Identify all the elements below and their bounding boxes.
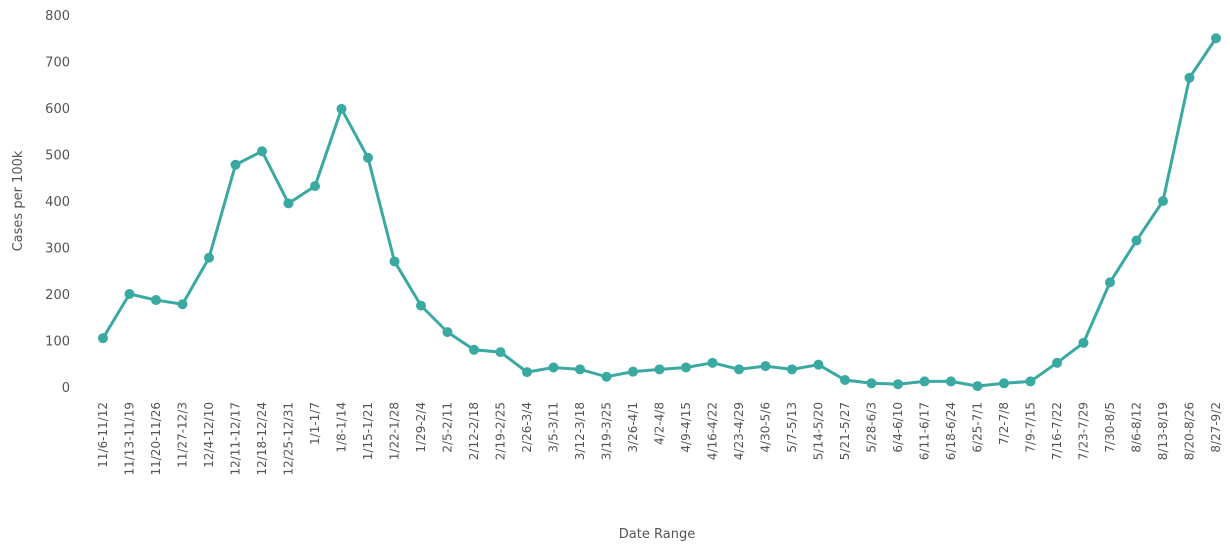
x-tick-label: 1/29-2/4 bbox=[414, 402, 428, 453]
x-tick-label: 2/26-3/4 bbox=[520, 402, 534, 453]
point bbox=[707, 357, 718, 368]
point bbox=[681, 362, 691, 373]
point bbox=[1184, 72, 1195, 83]
point bbox=[840, 375, 850, 386]
y-tick-label: 100 bbox=[45, 335, 70, 350]
x-tick-label: 7/9-7/15 bbox=[1024, 402, 1038, 453]
y-tick-label: 500 bbox=[45, 149, 70, 164]
point bbox=[124, 289, 135, 299]
x-tick-label: 5/28-6/3 bbox=[865, 402, 879, 453]
x-tick-label: 12/11-12/17 bbox=[229, 402, 243, 476]
point bbox=[999, 378, 1009, 389]
x-tick-label: 1/22-1/28 bbox=[388, 402, 402, 460]
point bbox=[336, 103, 347, 114]
point bbox=[416, 300, 426, 311]
point bbox=[628, 366, 638, 377]
x-tick-label: 3/5-3/11 bbox=[547, 402, 561, 453]
point bbox=[363, 152, 373, 163]
point bbox=[310, 181, 320, 192]
point bbox=[919, 376, 930, 387]
point bbox=[760, 361, 771, 372]
point bbox=[1105, 277, 1115, 288]
y-tick-label: 200 bbox=[45, 288, 70, 303]
x-tick-label: 7/2-7/8 bbox=[997, 402, 1011, 445]
x-tick-label: 1/8-1/14 bbox=[335, 402, 349, 453]
x-tick-label: 7/23-7/29 bbox=[1077, 402, 1091, 460]
y-tick-label: 600 bbox=[45, 102, 70, 117]
x-tick-label: 11/13-11/19 bbox=[123, 402, 137, 476]
line bbox=[101, 37, 1218, 388]
x-axis-title: Date Range bbox=[619, 527, 695, 542]
point bbox=[866, 378, 877, 389]
x-tick-label: 4/2-4/8 bbox=[653, 402, 667, 445]
y-axis-title: Cases per 100k bbox=[11, 150, 26, 251]
point bbox=[813, 359, 824, 370]
x-tick-label: 3/19-3/25 bbox=[600, 402, 614, 460]
x-tick-label: 5/21-5/27 bbox=[838, 402, 852, 460]
point bbox=[972, 381, 983, 392]
x-tick-label: 8/6-8/12 bbox=[1130, 402, 1144, 453]
point bbox=[1211, 33, 1221, 44]
x-tick-label: 6/11-6/17 bbox=[918, 402, 932, 460]
point bbox=[1078, 337, 1089, 348]
point bbox=[257, 146, 267, 157]
point bbox=[1052, 357, 1062, 368]
x-tick-label: 5/7-5/13 bbox=[785, 402, 799, 453]
x-tick-label: 4/9-4/15 bbox=[679, 402, 693, 453]
point bbox=[734, 364, 744, 375]
x-tick-label: 11/20-11/26 bbox=[149, 402, 163, 476]
y-tick-label: 300 bbox=[45, 242, 70, 257]
x-tick-label: 1/15-1/21 bbox=[361, 402, 375, 460]
point bbox=[177, 299, 188, 310]
y-tick-label: 700 bbox=[45, 56, 70, 71]
x-tick-label: 3/26-4/1 bbox=[626, 402, 640, 453]
x-tick-label: 12/25-12/31 bbox=[282, 402, 296, 476]
x-tick-label: 12/18-12/24 bbox=[255, 402, 269, 476]
point bbox=[893, 379, 903, 390]
x-tick-label: 4/23-4/29 bbox=[732, 402, 746, 460]
x-tick-label: 2/12-2/18 bbox=[467, 402, 481, 460]
point bbox=[204, 252, 214, 263]
point bbox=[548, 362, 559, 373]
point bbox=[946, 376, 956, 387]
x-tick-label: 3/12-3/18 bbox=[573, 402, 587, 460]
x-tick-label: 6/18-6/24 bbox=[944, 402, 958, 460]
point bbox=[495, 347, 506, 358]
point bbox=[151, 295, 161, 306]
point bbox=[442, 327, 453, 338]
point bbox=[1025, 376, 1036, 387]
x-tick-label: 2/5-2/11 bbox=[441, 402, 455, 453]
y-tick-label: 800 bbox=[45, 9, 70, 24]
point bbox=[522, 367, 532, 378]
point bbox=[389, 256, 400, 267]
x-tick-label: 7/30-8/5 bbox=[1103, 402, 1117, 453]
x-tick-label: 8/27-9/2 bbox=[1209, 402, 1223, 453]
point bbox=[1131, 235, 1142, 246]
y-tick-label: 0 bbox=[62, 381, 70, 396]
point bbox=[98, 333, 108, 344]
x-tick-label: 4/30-5/6 bbox=[759, 402, 773, 453]
point bbox=[283, 198, 294, 209]
x-tick-label: 12/4-12/10 bbox=[202, 402, 216, 468]
x-tick-label: 6/4-6/10 bbox=[891, 402, 905, 453]
x-tick-label: 8/13-8/19 bbox=[1156, 402, 1170, 460]
x-tick-label: 8/20-8/26 bbox=[1183, 402, 1197, 460]
x-tick-label: 2/19-2/25 bbox=[494, 402, 508, 460]
point bbox=[469, 344, 479, 355]
x-tick-label: 7/16-7/22 bbox=[1050, 402, 1064, 460]
point bbox=[601, 371, 612, 382]
x-tick-label: 11/6-11/12 bbox=[96, 402, 110, 468]
y-tick-label: 400 bbox=[45, 195, 70, 210]
x-tick-label: 5/14-5/20 bbox=[812, 402, 826, 460]
x-tick-label: 6/25-7/1 bbox=[971, 402, 985, 453]
x-tick-label: 11/27-12/3 bbox=[176, 402, 190, 468]
point bbox=[230, 159, 241, 170]
point bbox=[1158, 196, 1168, 206]
x-tick-label: 4/16-4/22 bbox=[706, 402, 720, 460]
point bbox=[575, 364, 585, 375]
point bbox=[787, 364, 797, 375]
point bbox=[654, 364, 665, 375]
x-tick-label: 1/1-1/7 bbox=[308, 402, 322, 445]
